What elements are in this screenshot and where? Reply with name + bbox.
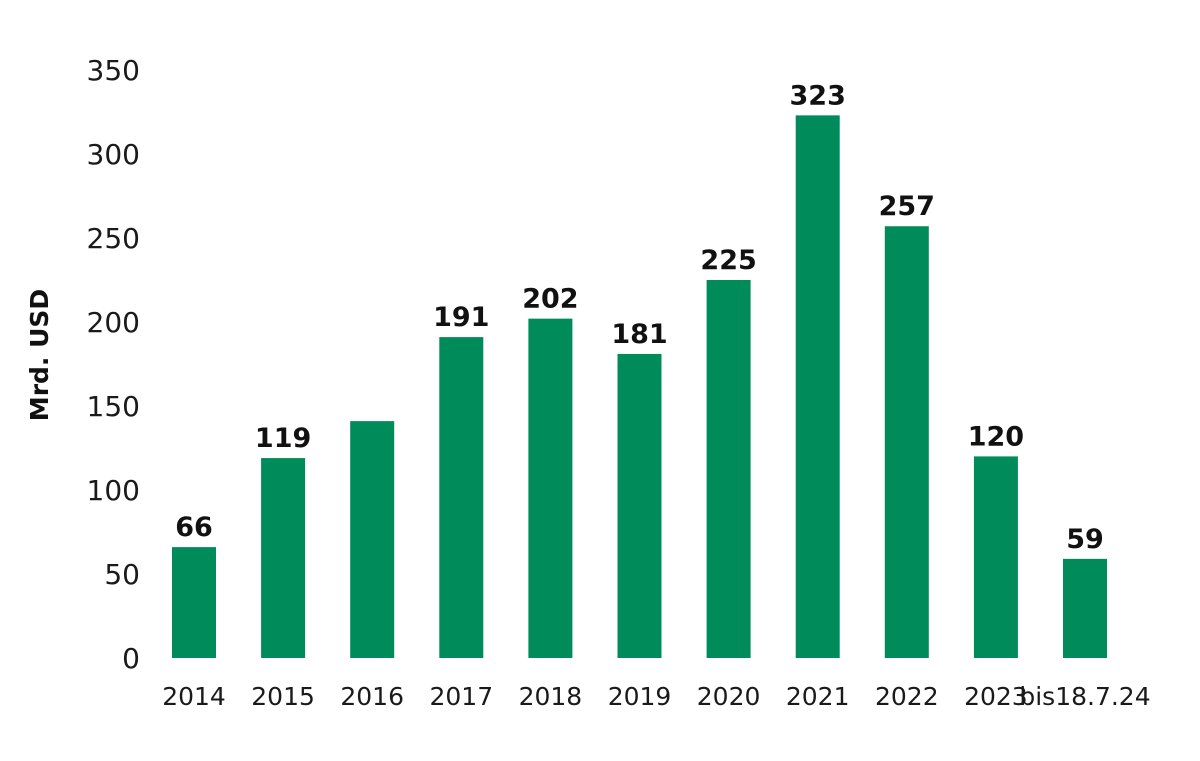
bar bbox=[973, 456, 1018, 658]
data-label: 202 bbox=[522, 284, 578, 315]
bar bbox=[261, 458, 306, 658]
y-tick-label: 0 bbox=[122, 642, 140, 675]
data-labels: 66 119 191 202 181 225 323 257 120 59 bbox=[175, 80, 1104, 555]
x-tick-label: 2020 bbox=[697, 682, 761, 711]
y-tick-label: 150 bbox=[87, 390, 140, 423]
bar bbox=[884, 226, 929, 659]
x-tick-label: 2016 bbox=[340, 682, 404, 711]
y-tick-label: 300 bbox=[87, 138, 140, 171]
y-tick-label: 200 bbox=[87, 306, 140, 339]
y-tick-label: 350 bbox=[87, 54, 140, 87]
bars bbox=[172, 115, 1107, 659]
data-label: 66 bbox=[175, 512, 213, 543]
y-tick-label: 100 bbox=[87, 474, 140, 507]
bar bbox=[1063, 558, 1107, 658]
y-axis-label: Mrd. USD bbox=[25, 289, 54, 421]
data-label: 257 bbox=[879, 191, 935, 222]
x-tick-label: 2018 bbox=[519, 682, 583, 711]
x-tick-label: bis18.7.24 bbox=[1019, 682, 1150, 711]
data-label: 225 bbox=[700, 245, 756, 276]
data-label: 181 bbox=[611, 319, 667, 350]
bar bbox=[795, 115, 840, 659]
bar bbox=[617, 353, 662, 658]
x-tick-label: 2021 bbox=[786, 682, 850, 711]
x-tick-label: 2022 bbox=[875, 682, 939, 711]
x-tick-label: 2014 bbox=[162, 682, 226, 711]
bar bbox=[172, 547, 216, 658]
bar bbox=[528, 318, 573, 658]
y-axis-label-group: Mrd. USD bbox=[25, 289, 54, 421]
x-tick-label: 2015 bbox=[251, 682, 315, 711]
bar bbox=[350, 421, 395, 658]
y-tick-label: 250 bbox=[87, 222, 140, 255]
bar bbox=[706, 280, 751, 658]
data-label: 59 bbox=[1066, 524, 1104, 555]
x-tick-labels: 2014 2015 2016 2017 2018 2019 2020 2021 2022 2023… bbox=[162, 682, 1150, 711]
x-tick-label: 2023 bbox=[964, 682, 1028, 711]
data-label: 323 bbox=[790, 80, 846, 111]
data-label: 191 bbox=[433, 302, 489, 333]
y-tick-label: 50 bbox=[104, 558, 140, 591]
x-tick-label: 2017 bbox=[429, 682, 493, 711]
x-tick-label: 2019 bbox=[608, 682, 672, 711]
data-label: 119 bbox=[255, 423, 311, 454]
y-tick-labels: 0 50 100 150 200 250 300 350 bbox=[87, 54, 140, 675]
data-label: 120 bbox=[968, 421, 1024, 452]
bar bbox=[439, 337, 484, 658]
